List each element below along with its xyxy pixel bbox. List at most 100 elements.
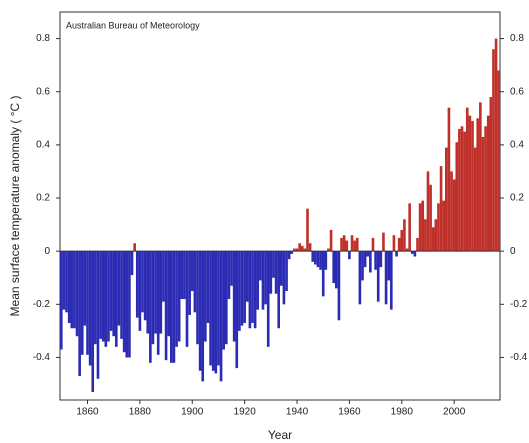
bar bbox=[476, 118, 480, 252]
bar bbox=[180, 251, 184, 300]
bar bbox=[172, 251, 176, 363]
y-tick-label: 0.8 bbox=[36, 33, 50, 44]
y-axis-label: Mean surface temperature anomaly ( °C ) bbox=[8, 96, 22, 317]
bar bbox=[211, 251, 215, 371]
bar bbox=[437, 203, 440, 252]
bar bbox=[67, 251, 71, 323]
bar bbox=[452, 179, 456, 252]
bar bbox=[429, 184, 432, 252]
bar bbox=[458, 128, 461, 252]
bar bbox=[445, 147, 448, 252]
bar bbox=[314, 251, 317, 265]
bar bbox=[143, 251, 147, 321]
bar bbox=[251, 251, 254, 323]
bar bbox=[416, 237, 419, 252]
bar bbox=[91, 251, 95, 393]
bar bbox=[327, 248, 330, 252]
bar bbox=[479, 102, 482, 252]
bar bbox=[287, 251, 291, 260]
bar bbox=[62, 251, 66, 310]
bar bbox=[164, 251, 168, 361]
bar bbox=[434, 219, 438, 252]
x-tick-label: 1880 bbox=[129, 407, 152, 418]
bar bbox=[146, 251, 150, 334]
bar bbox=[141, 251, 144, 313]
bar bbox=[353, 240, 356, 252]
bar bbox=[149, 251, 152, 363]
bar bbox=[183, 251, 186, 300]
bar bbox=[243, 251, 246, 323]
bar bbox=[350, 235, 354, 252]
bar bbox=[240, 251, 244, 326]
bar bbox=[382, 232, 385, 252]
bar bbox=[214, 251, 218, 374]
bar bbox=[397, 237, 401, 252]
x-tick-label: 1960 bbox=[338, 407, 361, 418]
bar bbox=[75, 251, 79, 337]
bar bbox=[80, 251, 84, 355]
bar bbox=[306, 208, 309, 252]
bar bbox=[371, 237, 375, 252]
bar bbox=[497, 70, 500, 252]
bar bbox=[232, 251, 236, 342]
y-tick-label: 0.6 bbox=[36, 86, 50, 97]
y2-tick-label: -0.2 bbox=[510, 299, 528, 310]
bar bbox=[94, 251, 97, 345]
bar bbox=[190, 251, 194, 292]
bar bbox=[460, 126, 464, 252]
y2-tick-label: 0.6 bbox=[510, 86, 524, 97]
bar bbox=[340, 237, 343, 252]
bar bbox=[135, 251, 139, 318]
bar bbox=[293, 248, 296, 252]
bar bbox=[261, 251, 265, 310]
bar bbox=[363, 251, 367, 268]
bar bbox=[101, 251, 105, 342]
bar bbox=[96, 251, 100, 379]
bar bbox=[245, 251, 249, 302]
x-tick-label: 1980 bbox=[391, 407, 414, 418]
bar bbox=[486, 115, 490, 252]
y2-tick-label: 0 bbox=[510, 246, 516, 257]
bar bbox=[489, 97, 493, 252]
bar bbox=[345, 240, 349, 252]
bar bbox=[421, 200, 425, 252]
bar bbox=[117, 251, 121, 326]
bar bbox=[332, 251, 335, 284]
bar bbox=[256, 251, 260, 310]
bar bbox=[217, 251, 220, 366]
bar bbox=[277, 251, 280, 329]
bar bbox=[329, 229, 333, 252]
bar bbox=[133, 243, 136, 252]
bar bbox=[274, 251, 278, 294]
bar bbox=[78, 251, 81, 377]
bar bbox=[86, 251, 89, 355]
bar bbox=[115, 251, 118, 347]
x-tick-label: 1920 bbox=[234, 407, 257, 418]
y2-tick-label: 0.2 bbox=[510, 193, 524, 204]
y-tick-label: 0.4 bbox=[36, 140, 50, 151]
bar bbox=[324, 251, 328, 270]
bar bbox=[355, 237, 359, 252]
bar bbox=[300, 245, 304, 252]
bar bbox=[295, 248, 299, 252]
bar bbox=[387, 251, 390, 281]
bar bbox=[392, 235, 396, 252]
bar bbox=[358, 251, 362, 305]
bar bbox=[219, 251, 223, 382]
bar bbox=[337, 251, 341, 321]
bar bbox=[248, 251, 252, 329]
bar bbox=[465, 107, 469, 252]
annotation: Australian Bureau of Meteorology bbox=[66, 20, 200, 30]
bar bbox=[230, 251, 233, 286]
bar bbox=[122, 251, 126, 353]
bar bbox=[379, 251, 383, 268]
bar bbox=[450, 171, 453, 252]
bar bbox=[484, 126, 487, 252]
bar bbox=[471, 120, 474, 252]
bar bbox=[128, 251, 131, 358]
bar bbox=[238, 251, 241, 331]
bar bbox=[201, 251, 205, 382]
bar bbox=[348, 251, 351, 260]
bar bbox=[70, 251, 74, 329]
